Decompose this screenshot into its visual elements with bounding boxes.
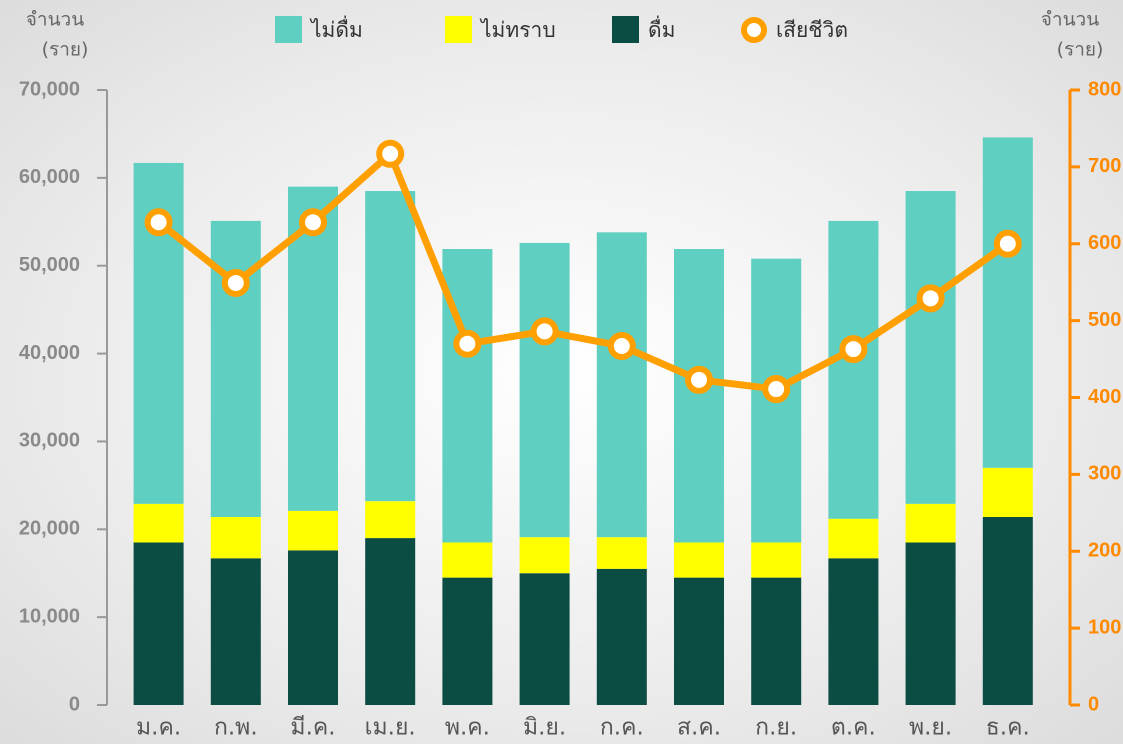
line-point bbox=[993, 229, 1022, 258]
bar bbox=[828, 558, 879, 705]
legend-label: ไม่ดื่ม bbox=[309, 15, 363, 42]
bar bbox=[133, 503, 184, 543]
line-point bbox=[453, 329, 482, 358]
y-tick-label: 0 bbox=[69, 693, 80, 715]
bar bbox=[674, 249, 724, 543]
bar bbox=[905, 503, 956, 543]
legend-label: ไม่ทราบ bbox=[479, 18, 556, 42]
bar bbox=[596, 568, 647, 705]
line-point bbox=[916, 284, 945, 313]
legend-marker bbox=[741, 17, 767, 43]
y-tick-label: 40,000 bbox=[19, 342, 80, 364]
line-point bbox=[221, 268, 250, 297]
x-tick-label: ก.ย. bbox=[755, 715, 797, 741]
legend-label: เสียชีวิต bbox=[776, 18, 848, 42]
x-tick-label: มี.ค. bbox=[290, 715, 335, 741]
y-tick-label: 50,000 bbox=[19, 254, 80, 276]
legend-label: ดื่ม bbox=[648, 15, 675, 42]
bar bbox=[674, 577, 724, 705]
bar bbox=[751, 577, 802, 705]
bar bbox=[982, 467, 1033, 517]
x-tick-label: พ.ค. bbox=[445, 715, 490, 741]
bar bbox=[982, 137, 1033, 468]
bar bbox=[365, 501, 416, 539]
y2-tick-label: 100 bbox=[1088, 616, 1121, 638]
x-tick-label: ต.ค. bbox=[831, 715, 876, 741]
bar bbox=[442, 577, 493, 705]
y2-tick-label: 400 bbox=[1088, 386, 1121, 408]
bar bbox=[288, 186, 338, 511]
x-tick-label: เม.ย. bbox=[365, 715, 416, 741]
bar bbox=[982, 516, 1033, 705]
bar bbox=[519, 242, 570, 538]
bar bbox=[596, 232, 647, 538]
line-point bbox=[530, 317, 559, 346]
bar bbox=[519, 573, 570, 705]
line-point bbox=[839, 335, 868, 364]
bar bbox=[905, 542, 956, 705]
y2-tick-label: 500 bbox=[1088, 309, 1121, 331]
x-tick-label: ก.ค. bbox=[600, 715, 644, 741]
x-tick-label: ส.ค. bbox=[677, 715, 721, 741]
line-point bbox=[299, 208, 327, 237]
y2-tick-label: 700 bbox=[1088, 155, 1121, 177]
y2-tick-label: 200 bbox=[1088, 540, 1121, 562]
bar bbox=[596, 537, 647, 569]
line-point bbox=[762, 375, 791, 404]
y2-tick-label: 300 bbox=[1088, 463, 1121, 485]
bar bbox=[674, 542, 724, 578]
x-tick-label: พ.ย. bbox=[909, 715, 952, 741]
bar bbox=[828, 518, 879, 559]
x-tick-label: ธ.ค. bbox=[986, 715, 1030, 741]
y2-axis-title: จำนวน bbox=[1041, 9, 1099, 31]
y-axis-title: (ราย) bbox=[42, 39, 89, 61]
line-point bbox=[685, 365, 713, 394]
x-tick-label: ม.ค. bbox=[136, 715, 181, 741]
bar bbox=[210, 516, 261, 559]
bar bbox=[828, 220, 879, 519]
bar bbox=[210, 558, 261, 705]
line bbox=[156, 150, 1010, 393]
bar bbox=[905, 191, 956, 504]
line-point bbox=[607, 331, 636, 360]
x-tick-label: ก.พ. bbox=[214, 715, 258, 741]
y2-axis-title: (ราย) bbox=[1057, 39, 1104, 61]
bar bbox=[365, 191, 416, 502]
y-tick-label: 30,000 bbox=[19, 430, 80, 452]
bar bbox=[365, 538, 416, 705]
y-axis-title: จำนวน bbox=[26, 9, 84, 31]
legend-marker bbox=[445, 16, 472, 43]
legend-marker bbox=[612, 16, 639, 43]
y-tick-label: 70,000 bbox=[19, 78, 80, 100]
bar bbox=[519, 537, 570, 574]
y2-tick-label: 0 bbox=[1088, 693, 1099, 715]
y-tick-label: 20,000 bbox=[19, 518, 80, 540]
y2-tick-label: 600 bbox=[1088, 232, 1121, 254]
bar bbox=[288, 510, 338, 551]
legend-marker bbox=[275, 16, 302, 43]
x-tick-label: มิ.ย. bbox=[523, 715, 566, 741]
y2-tick-label: 800 bbox=[1088, 78, 1121, 100]
y-tick-label: 10,000 bbox=[19, 605, 80, 627]
bar bbox=[288, 550, 338, 705]
line-point bbox=[144, 208, 173, 237]
y-tick-label: 60,000 bbox=[19, 166, 80, 188]
bar bbox=[751, 542, 802, 578]
line-point bbox=[376, 139, 405, 168]
bar bbox=[133, 542, 184, 705]
bar bbox=[442, 542, 493, 578]
